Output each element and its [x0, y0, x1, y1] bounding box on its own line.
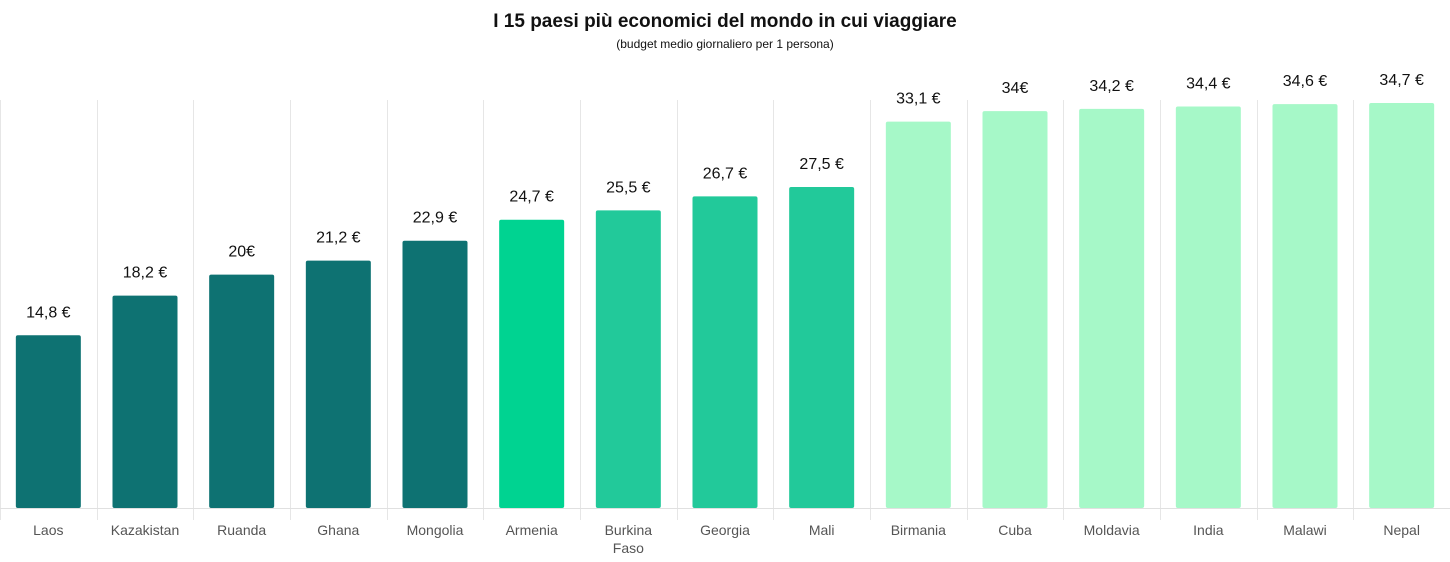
- chart-subtitle: (budget medio giornaliero per 1 persona): [616, 37, 834, 51]
- bar: [112, 295, 178, 508]
- x-tick-label: Cuba: [998, 522, 1032, 538]
- x-tick-label: India: [1193, 522, 1224, 538]
- data-label: 34,7 €: [1379, 72, 1424, 89]
- data-label: 14,8 €: [26, 304, 71, 321]
- bar: [15, 335, 81, 508]
- x-tick-label: Ghana: [317, 522, 359, 538]
- data-label: 34,2 €: [1089, 78, 1134, 95]
- x-tick-label: Ruanda: [217, 522, 266, 538]
- bar: [595, 210, 661, 509]
- bar: [692, 196, 758, 508]
- data-label: 33,1 €: [896, 91, 941, 108]
- x-tick-label: Moldavia: [1084, 522, 1140, 538]
- x-tick-label: Georgia: [700, 522, 750, 538]
- chart-title: I 15 paesi più economici del mondo in cu…: [493, 11, 957, 32]
- bar: [402, 240, 468, 509]
- x-tick-label: Laos: [33, 522, 63, 538]
- bar: [789, 187, 855, 508]
- x-tick-label: Birmania: [891, 522, 946, 538]
- data-label: 34€: [1002, 80, 1029, 97]
- data-label: 21,2 €: [316, 230, 361, 247]
- data-label: 18,2 €: [123, 265, 168, 282]
- bar: [1272, 104, 1338, 508]
- bar: [209, 274, 275, 508]
- bar: [1369, 103, 1435, 508]
- bar: [1079, 108, 1145, 509]
- bar: [982, 111, 1048, 508]
- data-label: 34,4 €: [1186, 76, 1231, 93]
- data-label: 22,9 €: [413, 210, 458, 227]
- x-tick-label: Malawi: [1283, 522, 1327, 538]
- data-label: 20€: [228, 244, 255, 261]
- x-tick-label: Kazakistan: [111, 522, 179, 538]
- bar: [499, 219, 565, 508]
- x-tick-label: Nepal: [1383, 522, 1420, 538]
- x-tick-label: Burkina Faso: [605, 522, 653, 556]
- data-label: 25,5 €: [606, 179, 651, 196]
- data-label: 27,5 €: [799, 156, 844, 173]
- data-label: 24,7 €: [509, 189, 554, 206]
- x-tick-label: Mali: [809, 522, 835, 538]
- bar: [1175, 106, 1241, 509]
- bar: [885, 121, 951, 509]
- data-label: 26,7 €: [703, 165, 748, 182]
- x-tick-label: Armenia: [506, 522, 558, 538]
- bar: [305, 260, 371, 508]
- x-tick-label: Mongolia: [407, 522, 464, 538]
- data-label: 34,6 €: [1283, 73, 1328, 90]
